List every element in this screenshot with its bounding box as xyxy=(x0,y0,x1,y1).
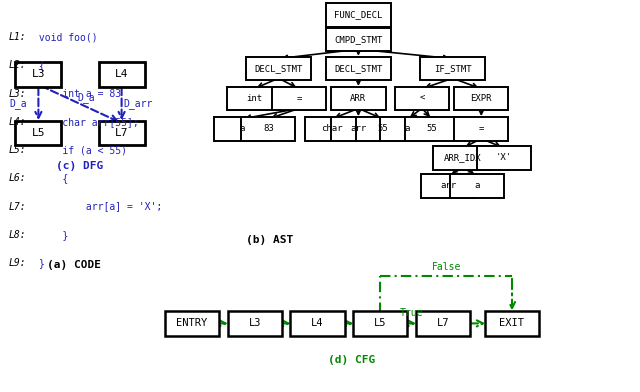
Text: int a = 83: int a = 83 xyxy=(33,89,121,99)
FancyBboxPatch shape xyxy=(485,311,540,336)
Text: ENTRY: ENTRY xyxy=(177,318,207,328)
FancyBboxPatch shape xyxy=(332,87,385,111)
FancyBboxPatch shape xyxy=(291,311,344,336)
Text: }: } xyxy=(33,258,44,268)
Text: IF_STMT: IF_STMT xyxy=(434,64,472,73)
Text: DECL_STMT: DECL_STMT xyxy=(334,64,383,73)
FancyBboxPatch shape xyxy=(272,87,326,111)
Text: 'X': 'X' xyxy=(496,153,512,162)
Text: }: } xyxy=(33,230,68,240)
Text: L5: L5 xyxy=(374,318,387,328)
Text: L3: L3 xyxy=(31,69,45,80)
Text: ARR_IDX: ARR_IDX xyxy=(444,153,482,162)
FancyBboxPatch shape xyxy=(450,174,504,198)
Text: 83: 83 xyxy=(263,124,274,133)
FancyBboxPatch shape xyxy=(165,311,219,336)
Text: L7: L7 xyxy=(436,318,449,328)
FancyBboxPatch shape xyxy=(405,117,460,141)
FancyBboxPatch shape xyxy=(454,87,509,111)
FancyBboxPatch shape xyxy=(228,311,282,336)
Text: L6:: L6: xyxy=(8,173,26,183)
Text: D_a: D_a xyxy=(9,98,27,109)
FancyBboxPatch shape xyxy=(99,62,145,87)
Text: char arr[55];: char arr[55]; xyxy=(33,117,138,127)
Text: L8:: L8: xyxy=(8,230,26,240)
Text: L4:: L4: xyxy=(8,117,26,127)
FancyBboxPatch shape xyxy=(15,62,61,87)
FancyBboxPatch shape xyxy=(395,87,449,111)
FancyBboxPatch shape xyxy=(477,146,531,170)
FancyBboxPatch shape xyxy=(227,87,281,111)
Text: {: { xyxy=(33,60,44,71)
FancyBboxPatch shape xyxy=(99,121,145,145)
Text: arr: arr xyxy=(350,124,367,133)
Text: (d) CFG: (d) CFG xyxy=(328,355,376,365)
Text: 55: 55 xyxy=(378,124,388,133)
Text: True: True xyxy=(400,308,423,318)
Text: arr: arr xyxy=(440,181,456,190)
Text: D_a: D_a xyxy=(77,93,95,103)
Text: L1:: L1: xyxy=(8,32,26,42)
FancyBboxPatch shape xyxy=(416,311,470,336)
Text: L4: L4 xyxy=(311,318,324,328)
Text: L3:: L3: xyxy=(8,89,26,99)
Text: (a) CODE: (a) CODE xyxy=(47,260,100,270)
FancyBboxPatch shape xyxy=(246,57,311,80)
Text: 55: 55 xyxy=(427,124,438,133)
FancyBboxPatch shape xyxy=(353,311,407,336)
FancyBboxPatch shape xyxy=(433,146,492,170)
FancyBboxPatch shape xyxy=(241,117,296,141)
Text: if (a < 55): if (a < 55) xyxy=(33,145,127,155)
FancyBboxPatch shape xyxy=(326,57,391,80)
FancyBboxPatch shape xyxy=(305,117,359,141)
Text: False: False xyxy=(431,262,461,272)
Text: L5:: L5: xyxy=(8,145,26,155)
Text: DECL_STMT: DECL_STMT xyxy=(254,64,303,73)
FancyBboxPatch shape xyxy=(15,121,61,145)
Text: {: { xyxy=(33,173,68,183)
Text: L3: L3 xyxy=(248,318,261,328)
Text: L4: L4 xyxy=(115,69,129,80)
Text: arr[a] = 'X';: arr[a] = 'X'; xyxy=(33,201,162,212)
Text: a: a xyxy=(239,124,244,133)
Text: (b) AST: (b) AST xyxy=(246,235,294,245)
Text: ARR: ARR xyxy=(350,94,367,103)
FancyBboxPatch shape xyxy=(454,117,509,141)
FancyBboxPatch shape xyxy=(332,117,385,141)
Text: a: a xyxy=(474,181,480,190)
Text: =: = xyxy=(479,124,484,133)
Text: EXPR: EXPR xyxy=(470,94,492,103)
FancyBboxPatch shape xyxy=(326,3,391,27)
Text: char: char xyxy=(321,124,342,133)
Text: int: int xyxy=(246,94,262,103)
Text: CMPD_STMT: CMPD_STMT xyxy=(334,35,383,44)
Text: =: = xyxy=(296,94,301,103)
FancyBboxPatch shape xyxy=(380,117,435,141)
Text: (c) DFG: (c) DFG xyxy=(56,161,104,171)
FancyBboxPatch shape xyxy=(356,117,410,141)
Text: <: < xyxy=(419,94,424,103)
Text: FUNC_DECL: FUNC_DECL xyxy=(334,10,383,19)
Text: D_arr: D_arr xyxy=(123,98,152,109)
FancyBboxPatch shape xyxy=(326,28,391,51)
Text: L5: L5 xyxy=(31,128,45,138)
Text: a: a xyxy=(405,124,410,133)
FancyBboxPatch shape xyxy=(421,174,476,198)
Text: L2:: L2: xyxy=(8,60,26,71)
FancyBboxPatch shape xyxy=(420,57,485,80)
Text: L7:: L7: xyxy=(8,201,26,212)
Text: L7: L7 xyxy=(115,128,129,138)
FancyBboxPatch shape xyxy=(214,117,269,141)
Text: EXIT: EXIT xyxy=(499,318,525,328)
Text: L9:: L9: xyxy=(8,258,26,268)
Text: void foo(): void foo() xyxy=(33,32,97,42)
